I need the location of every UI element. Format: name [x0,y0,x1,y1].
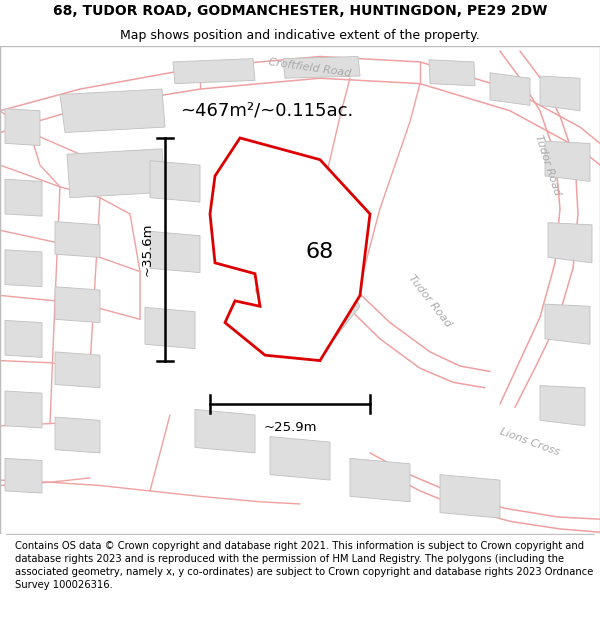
Polygon shape [540,76,580,111]
Text: Lions Cross: Lions Cross [499,427,562,458]
Polygon shape [540,386,585,426]
Text: ~35.6m: ~35.6m [140,222,154,276]
Polygon shape [195,409,255,453]
Polygon shape [545,141,590,181]
Polygon shape [5,109,40,146]
Polygon shape [548,222,592,263]
Polygon shape [150,231,200,272]
Polygon shape [145,308,195,349]
Polygon shape [55,287,100,322]
Polygon shape [67,149,165,198]
Polygon shape [283,56,360,78]
Polygon shape [5,321,42,357]
Text: Contains OS data © Crown copyright and database right 2021. This information is : Contains OS data © Crown copyright and d… [15,541,593,591]
Text: ~25.9m: ~25.9m [263,421,317,434]
Text: Map shows position and indicative extent of the property.: Map shows position and indicative extent… [120,29,480,42]
Polygon shape [5,179,42,216]
Polygon shape [5,250,42,287]
Text: Tudor Road: Tudor Road [407,273,454,329]
Polygon shape [440,474,500,518]
Polygon shape [55,222,100,258]
Polygon shape [490,72,530,106]
Polygon shape [350,458,410,502]
Polygon shape [5,391,42,428]
Polygon shape [5,458,42,493]
Polygon shape [270,437,330,480]
Polygon shape [429,60,475,86]
Polygon shape [55,352,100,388]
Polygon shape [55,417,100,453]
Text: Tudor Road: Tudor Road [533,134,563,197]
Polygon shape [545,304,590,344]
Text: Croftfield Road: Croftfield Road [268,57,352,78]
Text: 68: 68 [306,242,334,262]
Polygon shape [60,89,165,132]
Text: ~467m²/~0.115ac.: ~467m²/~0.115ac. [180,102,353,120]
Polygon shape [255,252,360,344]
Polygon shape [173,59,255,84]
Text: 68, TUDOR ROAD, GODMANCHESTER, HUNTINGDON, PE29 2DW: 68, TUDOR ROAD, GODMANCHESTER, HUNTINGDO… [53,4,547,18]
Polygon shape [150,161,200,202]
Polygon shape [210,138,370,361]
